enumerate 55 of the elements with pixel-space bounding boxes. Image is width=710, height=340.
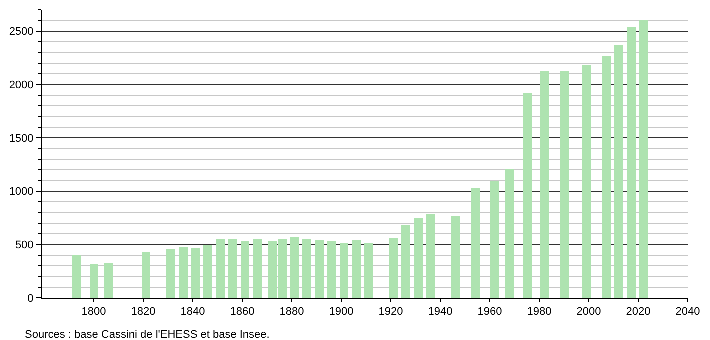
source-note: Sources : base Cassini de l'EHESS et base Insee. xyxy=(25,329,270,340)
x-tick-label: 1900 xyxy=(329,306,354,318)
x-tick-label: 1980 xyxy=(527,306,552,318)
bar xyxy=(327,241,336,298)
bar xyxy=(179,247,188,298)
bar xyxy=(104,263,113,298)
bar xyxy=(142,252,150,298)
y-tick-label: 1500 xyxy=(9,132,34,145)
x-tick-label: 1880 xyxy=(280,306,304,318)
x-tick-label: 1940 xyxy=(428,306,453,318)
x-tick-label: 1840 xyxy=(180,306,206,318)
bar xyxy=(352,240,361,298)
bar xyxy=(639,20,648,298)
bar xyxy=(203,245,212,298)
bar xyxy=(166,249,175,298)
bar xyxy=(523,93,532,298)
bar xyxy=(426,214,435,298)
x-tick-label: 1860 xyxy=(230,306,255,318)
y-tick-label: 1000 xyxy=(9,186,34,198)
bar xyxy=(401,225,410,298)
x-tick-label: 1960 xyxy=(478,306,502,318)
bar xyxy=(290,237,299,298)
bar xyxy=(253,239,262,298)
bar xyxy=(302,239,311,298)
x-tick-label: 1820 xyxy=(131,306,156,318)
y-tick-label: 2500 xyxy=(9,26,34,38)
bar xyxy=(216,239,225,298)
bar xyxy=(602,56,611,298)
x-tick-label: 2040 xyxy=(676,306,700,318)
y-tick-label: 2000 xyxy=(9,80,34,92)
bar xyxy=(228,239,237,298)
x-tick-label: 2020 xyxy=(626,306,651,318)
bar xyxy=(414,218,423,298)
x-tick-label: 1800 xyxy=(82,306,106,318)
bar xyxy=(614,45,623,298)
bar xyxy=(72,255,81,298)
bar xyxy=(340,243,348,298)
bar xyxy=(505,169,514,298)
bar xyxy=(451,216,460,298)
bar xyxy=(241,241,249,298)
bar xyxy=(627,27,636,298)
bar xyxy=(90,264,98,298)
y-tick-label: 0 xyxy=(28,292,34,305)
bar xyxy=(471,188,480,298)
bar xyxy=(582,65,591,298)
bar xyxy=(315,240,324,298)
x-tick-label: 2000 xyxy=(576,306,602,318)
bar xyxy=(540,71,549,298)
bar xyxy=(389,238,398,298)
bar xyxy=(364,243,373,298)
bar xyxy=(191,248,200,298)
bar xyxy=(560,71,569,298)
y-tick-label: 500 xyxy=(15,240,34,252)
bar xyxy=(490,181,499,298)
x-tick-label: 1920 xyxy=(378,306,404,318)
